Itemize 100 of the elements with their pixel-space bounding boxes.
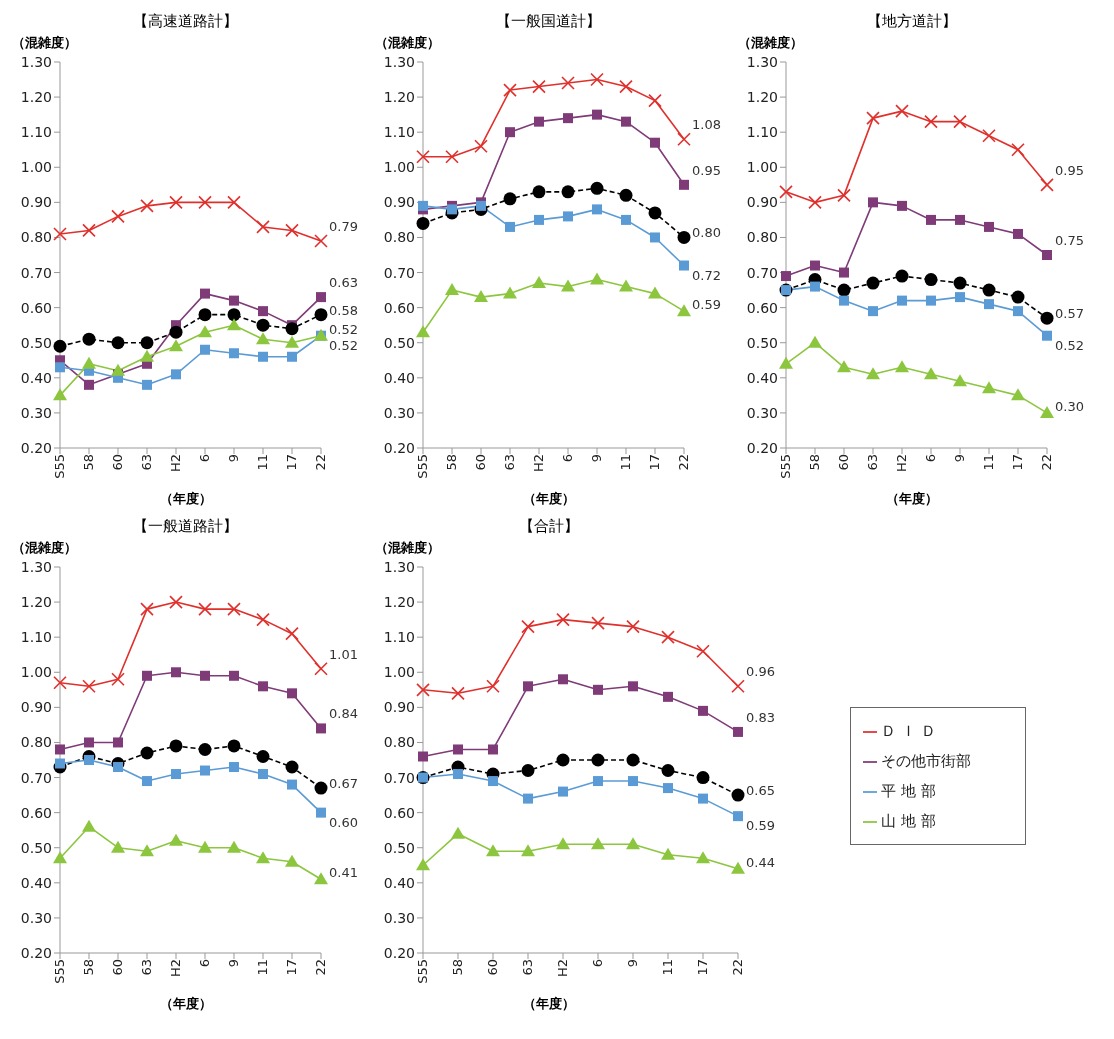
x-tick-label: 60 <box>473 454 489 471</box>
x-axis-title: （年度） <box>158 995 213 1013</box>
y-tick-label: 0.80 <box>383 734 415 751</box>
data-label: 0.59 <box>746 818 775 834</box>
point <box>556 753 570 767</box>
y-tick-label: 0.20 <box>383 944 415 961</box>
y-tick-label: 0.40 <box>746 369 778 386</box>
y-tick-label: 0.80 <box>746 229 778 246</box>
y-tick-label: 1.00 <box>746 159 778 176</box>
point <box>285 760 299 774</box>
point <box>256 318 270 332</box>
y-tick-label: 0.20 <box>20 944 52 961</box>
data-label: 0.95 <box>1055 162 1084 178</box>
x-tick-label: 63 <box>520 959 536 976</box>
point <box>698 705 708 716</box>
point <box>592 109 602 120</box>
point <box>140 844 154 857</box>
data-label: 0.52 <box>329 321 358 337</box>
point <box>731 788 745 802</box>
point <box>140 349 154 362</box>
point <box>258 306 268 317</box>
data-label: 0.96 <box>746 664 775 680</box>
point <box>590 181 604 195</box>
y-tick-label: 1.00 <box>383 159 415 176</box>
point <box>198 742 212 756</box>
point <box>82 356 96 369</box>
x-tick-label: H2 <box>168 959 184 978</box>
data-label: 0.60 <box>329 814 358 830</box>
y-tick-label: 0.60 <box>20 804 52 821</box>
point <box>171 667 181 678</box>
data-label: 0.52 <box>329 337 358 353</box>
x-tick-label: 6 <box>197 959 213 968</box>
y-axis-title: （混雑度） <box>374 34 441 52</box>
legend-label: その他市街部 <box>881 752 971 770</box>
y-tick-label: 0.60 <box>746 299 778 316</box>
point <box>593 776 603 787</box>
data-label: 0.84 <box>329 706 358 722</box>
point <box>663 783 673 794</box>
point <box>837 283 851 297</box>
point <box>227 318 241 331</box>
point <box>503 192 517 206</box>
data-label: 0.72 <box>692 267 721 283</box>
point <box>285 335 299 348</box>
point <box>447 204 457 215</box>
y-tick-label: 0.20 <box>746 439 778 456</box>
x-tick-label: S55 <box>52 454 68 479</box>
point <box>314 781 328 795</box>
point <box>200 765 210 776</box>
point <box>287 351 297 362</box>
point <box>955 292 965 303</box>
point <box>198 325 212 338</box>
y-tick-label: 1.10 <box>746 124 778 141</box>
y-tick-label: 1.30 <box>20 53 52 70</box>
point <box>984 299 994 310</box>
point <box>258 681 268 692</box>
point <box>521 764 535 778</box>
point <box>561 185 575 199</box>
x-tick-label: 9 <box>226 959 242 968</box>
data-label: 0.63 <box>329 275 358 291</box>
y-tick-label: 1.00 <box>383 664 415 681</box>
point <box>198 308 212 322</box>
point <box>227 739 241 753</box>
x-tick-label: 58 <box>450 959 466 976</box>
x-axis-title: （年度） <box>521 490 576 508</box>
data-label: 0.30 <box>1055 398 1084 414</box>
y-tick-label: 1.30 <box>383 53 415 70</box>
point <box>140 336 154 350</box>
point <box>556 837 570 850</box>
y-axis-title: （混雑度） <box>374 539 441 557</box>
data-label: 0.57 <box>1055 306 1084 322</box>
point <box>84 379 94 390</box>
x-tick-label: 6 <box>197 454 213 463</box>
y-axis-title: （混雑度） <box>11 34 78 52</box>
point <box>169 325 183 339</box>
point <box>650 232 660 243</box>
point <box>924 273 938 287</box>
data-label: 0.41 <box>329 865 358 881</box>
y-tick-label: 0.80 <box>20 734 52 751</box>
point <box>229 348 239 359</box>
point <box>679 179 689 190</box>
point <box>532 185 546 199</box>
point <box>171 369 181 380</box>
point <box>229 670 239 681</box>
point <box>868 306 878 317</box>
x-tick-label: 60 <box>110 454 126 471</box>
y-tick-label: 0.90 <box>746 194 778 211</box>
x-tick-label: 6 <box>923 454 939 463</box>
point <box>897 200 907 211</box>
point <box>621 116 631 127</box>
point <box>256 749 270 763</box>
y-tick-label: 0.30 <box>20 404 52 421</box>
x-tick-label: 22 <box>313 454 329 471</box>
point <box>142 670 152 681</box>
point <box>84 737 94 748</box>
y-tick-label: 0.20 <box>383 439 415 456</box>
x-tick-label: S55 <box>52 959 68 984</box>
point <box>532 276 546 289</box>
x-tick-label: 60 <box>110 959 126 976</box>
x-tick-label: 11 <box>981 454 997 471</box>
y-tick-label: 1.20 <box>383 89 415 106</box>
